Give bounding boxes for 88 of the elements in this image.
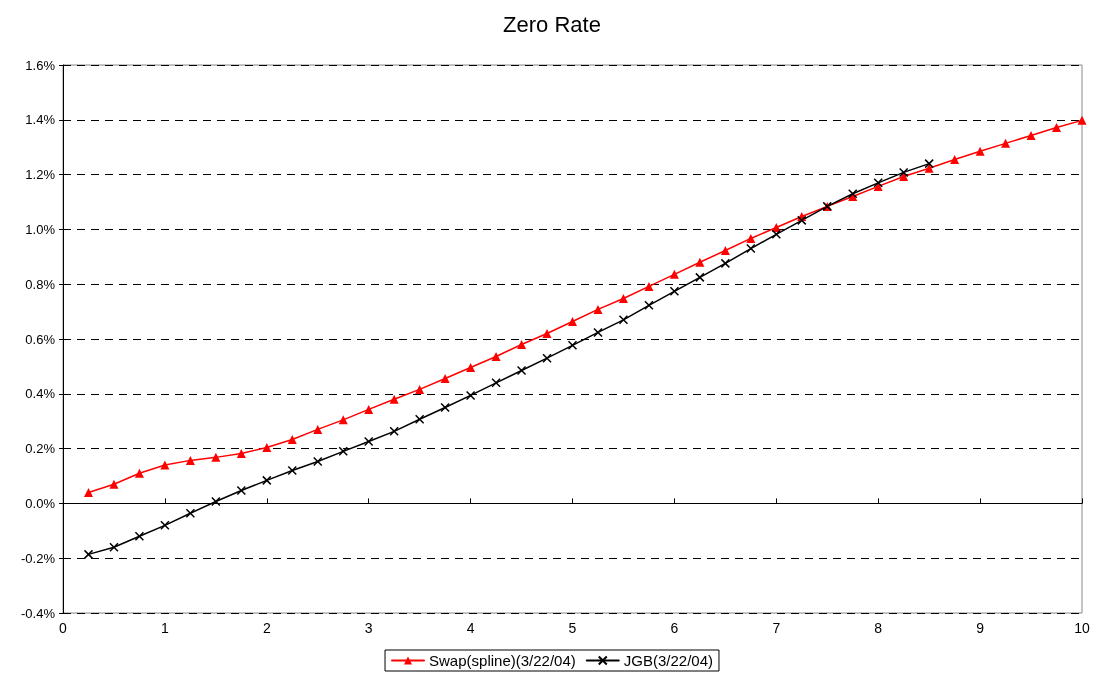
chart-title: Zero Rate <box>503 11 601 37</box>
point <box>109 542 119 552</box>
point <box>134 468 144 478</box>
point <box>924 158 934 169</box>
point <box>669 286 680 297</box>
point <box>440 402 450 413</box>
point <box>313 424 323 434</box>
point <box>185 508 196 519</box>
point <box>950 155 960 165</box>
point <box>211 452 221 462</box>
point <box>83 487 93 497</box>
point <box>771 229 782 240</box>
x-tick-label: 5 <box>568 620 577 636</box>
point <box>1001 138 1011 148</box>
point <box>160 520 170 531</box>
point <box>644 300 654 311</box>
point <box>695 257 705 267</box>
y-tick-label: 0.8% <box>25 276 56 292</box>
point <box>797 215 807 226</box>
point <box>669 269 679 279</box>
point <box>236 449 246 459</box>
y-tick-label: 1.0% <box>25 221 56 237</box>
legend-label: Swap(spline)(3/22/04) <box>429 652 576 669</box>
point <box>313 456 323 467</box>
legend-label: JGB(3/22/04) <box>623 652 713 669</box>
point <box>516 365 527 376</box>
point <box>1052 122 1062 132</box>
y-tick-label: -0.2% <box>21 550 56 566</box>
point <box>364 404 374 414</box>
x-tick-label: 10 <box>1074 620 1090 636</box>
y-tick-label: 1.6% <box>25 57 56 73</box>
point <box>211 496 221 507</box>
point <box>618 293 628 303</box>
point <box>287 465 298 476</box>
point <box>389 426 399 437</box>
x-tick-label: 1 <box>161 620 169 636</box>
x-tick-label: 3 <box>364 620 373 636</box>
x-tick-label: 4 <box>466 620 475 636</box>
x-tick-label: 2 <box>262 620 271 636</box>
x-tick-label: 9 <box>976 620 985 636</box>
point <box>899 172 909 182</box>
point <box>262 475 272 486</box>
point <box>542 353 552 363</box>
point <box>746 243 756 254</box>
x-tick-label: 7 <box>772 620 781 636</box>
point <box>975 146 985 156</box>
point <box>160 460 170 470</box>
point <box>134 531 145 542</box>
point <box>568 316 577 326</box>
y-tick-label: 0.2% <box>25 441 56 457</box>
x-tick-label: 8 <box>874 620 883 636</box>
y-tick-label: 0.4% <box>25 386 56 402</box>
y-tick-label: -0.4% <box>21 605 56 621</box>
point <box>363 436 374 447</box>
point <box>695 272 705 283</box>
point <box>1077 115 1087 125</box>
point <box>517 339 527 349</box>
y-tick-label: 0.0% <box>25 495 56 511</box>
point <box>746 233 756 243</box>
x-tick-label: 6 <box>670 620 679 636</box>
point <box>465 390 476 401</box>
point <box>185 455 195 465</box>
point <box>338 446 348 457</box>
y-tick-label: 1.2% <box>25 167 56 183</box>
point <box>109 479 119 489</box>
point <box>720 258 731 269</box>
point <box>236 485 247 496</box>
point <box>644 281 654 291</box>
point <box>720 246 730 255</box>
point <box>83 549 94 560</box>
point <box>491 378 501 388</box>
point <box>466 363 476 372</box>
point <box>1026 130 1036 140</box>
point <box>593 327 603 338</box>
point <box>414 414 425 425</box>
point <box>898 167 909 178</box>
point <box>593 304 603 314</box>
y-tick-label: 1.4% <box>25 112 56 128</box>
point <box>389 394 399 404</box>
point <box>491 352 501 362</box>
point <box>262 443 272 452</box>
y-tick-label: 0.6% <box>25 331 56 347</box>
point <box>618 315 629 325</box>
point <box>440 373 450 383</box>
x-tick-label: 0 <box>59 620 68 636</box>
point <box>542 329 552 339</box>
point <box>567 340 578 351</box>
point <box>415 384 425 394</box>
